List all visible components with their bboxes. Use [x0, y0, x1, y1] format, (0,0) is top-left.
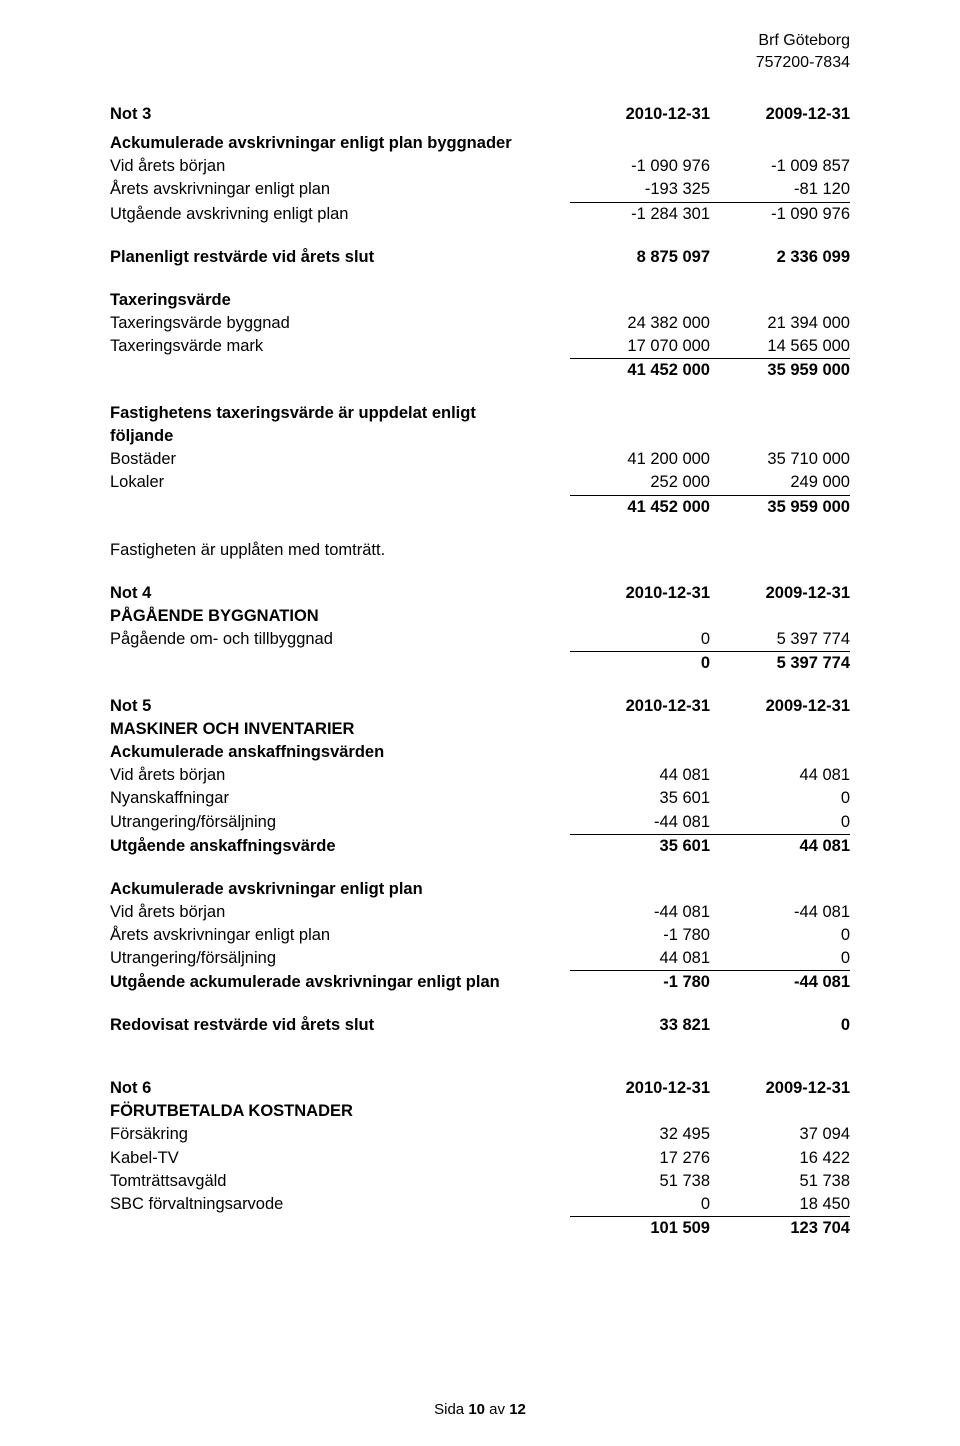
- col-year-2: 2009-12-31: [710, 103, 850, 126]
- table-row: 41 452 000 35 959 000: [110, 359, 850, 382]
- footer-total: 12: [509, 1401, 526, 1418]
- table-row: Årets avskrivningar enligt plan -193 325…: [110, 178, 850, 202]
- document-header: Brf Göteborg 757200-7834: [110, 30, 850, 73]
- taxering-title-row: Taxeringsvärde: [110, 289, 850, 312]
- not6-title: Not 6: [110, 1077, 570, 1100]
- not5-title: Not 5: [110, 695, 570, 718]
- table-row: Vid årets början 44 081 44 081: [110, 764, 850, 787]
- footer-page: 10: [468, 1401, 485, 1418]
- table-row: Vid årets början -1 090 976 -1 009 857: [110, 155, 850, 178]
- table-row: Utrangering/försäljning 44 081 0: [110, 947, 850, 971]
- not3-header-row: Not 3 2010-12-31 2009-12-31: [110, 103, 850, 126]
- table-row: Utrangering/försäljning -44 081 0: [110, 811, 850, 835]
- footer-suffix: av: [485, 1401, 509, 1418]
- col-year-1: 2010-12-31: [570, 103, 710, 126]
- table-row: Försäkring 32 495 37 094: [110, 1123, 850, 1146]
- table-row: Taxeringsvärde mark 17 070 000 14 565 00…: [110, 335, 850, 359]
- not5-header-row: Not 5 2010-12-31 2009-12-31: [110, 695, 850, 718]
- table-row: Kabel-TV 17 276 16 422: [110, 1147, 850, 1170]
- footer-prefix: Sida: [434, 1401, 468, 1418]
- org-number: 757200-7834: [110, 52, 850, 74]
- table-row: 101 509 123 704: [110, 1217, 850, 1240]
- not4-title: Not 4: [110, 582, 570, 605]
- table-row: Vid årets början -44 081 -44 081: [110, 901, 850, 924]
- table-row: 0 5 397 774: [110, 652, 850, 675]
- tomtratt-note: Fastigheten är upplåten med tomträtt.: [110, 539, 850, 562]
- not6-header-row: Not 6 2010-12-31 2009-12-31: [110, 1077, 850, 1100]
- table-row: Planenligt restvärde vid årets slut 8 87…: [110, 246, 850, 269]
- not4-subtitle-row: PÅGÅENDE BYGGNATION: [110, 605, 850, 628]
- anskaff-title-row: Ackumulerade anskaffningsvärden: [110, 741, 850, 764]
- table-row: Utgående ackumulerade avskrivningar enli…: [110, 971, 850, 994]
- not4-header-row: Not 4 2010-12-31 2009-12-31: [110, 582, 850, 605]
- avskr-title-row: Ackumulerade avskrivningar enligt plan: [110, 878, 850, 901]
- table-row: Lokaler 252 000 249 000: [110, 471, 850, 495]
- org-name: Brf Göteborg: [110, 30, 850, 52]
- page-footer: Sida 10 av 12: [0, 1401, 960, 1418]
- not5-subtitle-row: MASKINER OCH INVENTARIER: [110, 718, 850, 741]
- not3-subtitle: Ackumulerade avskrivningar enligt plan b…: [110, 132, 570, 155]
- table-row: Tomträttsavgäld 51 738 51 738: [110, 1170, 850, 1193]
- table-row: Pågående om- och tillbyggnad 0 5 397 774: [110, 628, 850, 652]
- table-row: Utgående avskrivning enligt plan -1 284 …: [110, 203, 850, 226]
- not6-subtitle-row: FÖRUTBETALDA KOSTNADER: [110, 1100, 850, 1123]
- table-row: Nyanskaffningar 35 601 0: [110, 787, 850, 810]
- table-row: 41 452 000 35 959 000: [110, 496, 850, 519]
- table-row: Årets avskrivningar enligt plan -1 780 0: [110, 924, 850, 947]
- table-row: Redovisat restvärde vid årets slut 33 82…: [110, 1014, 850, 1037]
- not3-subtitle-row: Ackumulerade avskrivningar enligt plan b…: [110, 132, 850, 155]
- page-container: Brf Göteborg 757200-7834 Not 3 2010-12-3…: [0, 0, 960, 1446]
- table-row: SBC förvaltningsarvode 0 18 450: [110, 1193, 850, 1217]
- uppdelat-title-row: Fastighetens taxeringsvärde är uppdelat …: [110, 402, 850, 448]
- not3-title: Not 3: [110, 103, 570, 126]
- table-row: Taxeringsvärde byggnad 24 382 000 21 394…: [110, 312, 850, 335]
- table-row: Bostäder 41 200 000 35 710 000: [110, 448, 850, 471]
- table-row: Utgående anskaffningsvärde 35 601 44 081: [110, 835, 850, 858]
